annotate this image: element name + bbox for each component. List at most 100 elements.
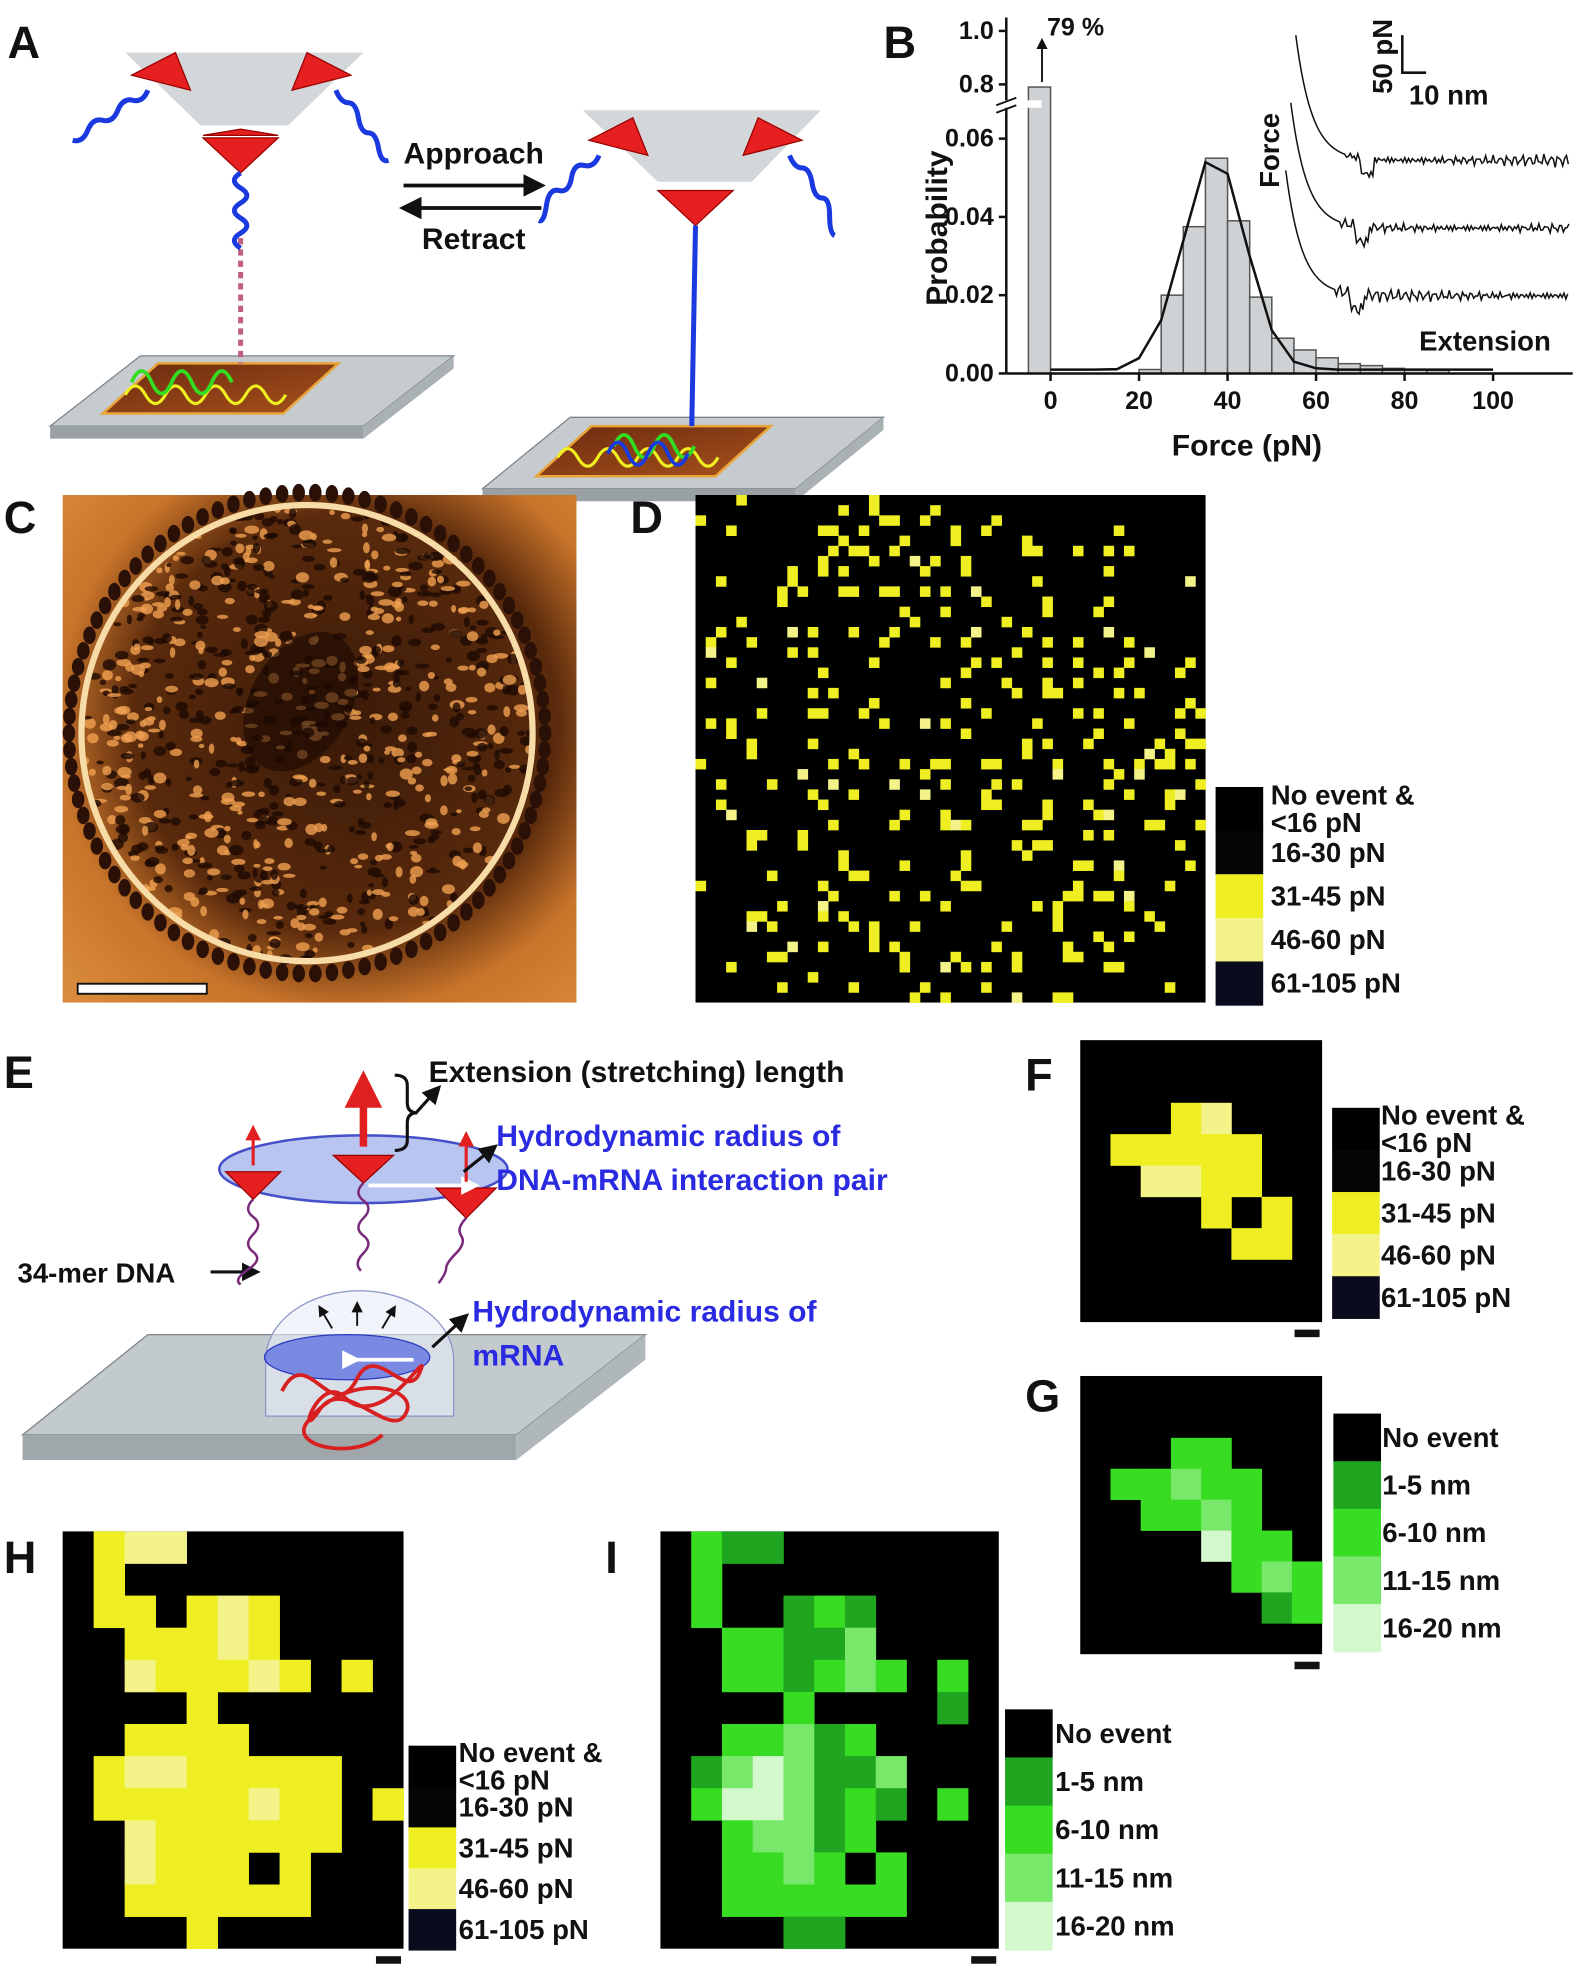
bar bbox=[1027, 86, 1052, 375]
afm-texture bbox=[302, 589, 310, 597]
rim-bump bbox=[374, 953, 387, 971]
legend-swatch bbox=[1332, 1276, 1380, 1319]
rim-bump bbox=[502, 596, 516, 615]
map-cell bbox=[217, 1659, 249, 1693]
map-cell bbox=[1123, 890, 1135, 902]
map-cell bbox=[155, 1820, 187, 1853]
arrow bbox=[431, 1313, 469, 1349]
afm-texture bbox=[290, 918, 300, 929]
afm-texture bbox=[397, 757, 406, 763]
mrna bbox=[123, 384, 288, 406]
afm-texture bbox=[451, 754, 462, 763]
scale-bar bbox=[76, 982, 208, 995]
map-cell bbox=[1103, 829, 1115, 841]
map-cell bbox=[875, 1756, 907, 1789]
afm-texture bbox=[190, 728, 203, 739]
rim-bump bbox=[433, 923, 447, 942]
afm-texture bbox=[88, 768, 96, 776]
afm-texture bbox=[198, 744, 205, 749]
rim-bump bbox=[389, 947, 403, 965]
afm-texture bbox=[493, 732, 505, 744]
afm-texture bbox=[479, 600, 489, 610]
afm-texture bbox=[374, 665, 390, 671]
map-cell bbox=[817, 708, 829, 719]
map-cell bbox=[1021, 850, 1033, 861]
arrow bbox=[318, 1305, 333, 1329]
map-cell bbox=[889, 779, 900, 790]
map-cell bbox=[1103, 626, 1115, 638]
afm-texture bbox=[290, 589, 304, 600]
rim-bump bbox=[538, 724, 552, 742]
afm-texture bbox=[286, 901, 296, 911]
afm-texture bbox=[461, 766, 477, 771]
afm-texture bbox=[378, 599, 394, 606]
afm-texture bbox=[235, 737, 242, 745]
afm-texture bbox=[323, 594, 333, 601]
afm-texture bbox=[317, 782, 326, 787]
map-cell bbox=[1011, 992, 1023, 1003]
map-cell bbox=[1144, 819, 1155, 831]
map-cell bbox=[752, 1531, 784, 1564]
map-cell bbox=[752, 1884, 784, 1917]
axis-break bbox=[995, 104, 1017, 114]
map-cell bbox=[310, 1820, 342, 1853]
rim-bump bbox=[196, 508, 209, 526]
map-cell bbox=[279, 1788, 311, 1821]
rim-bump bbox=[167, 524, 181, 543]
afm-texture bbox=[197, 660, 207, 670]
rim-bump bbox=[108, 865, 121, 884]
rim-bump bbox=[533, 674, 547, 692]
map-cell bbox=[777, 586, 788, 597]
afm-texture bbox=[142, 717, 155, 726]
legend-swatch bbox=[1005, 1709, 1053, 1759]
afm-texture bbox=[347, 941, 355, 948]
legend-label: 16-30 pN bbox=[1381, 1155, 1496, 1186]
cone bbox=[656, 189, 735, 227]
map-cell bbox=[783, 1627, 815, 1661]
map-cell bbox=[1093, 667, 1104, 679]
afm-texture bbox=[445, 682, 457, 692]
afm-texture bbox=[388, 916, 399, 922]
afm-texture bbox=[154, 845, 165, 851]
map-cell bbox=[844, 1820, 877, 1853]
afm-texture bbox=[125, 783, 132, 795]
rim-bump bbox=[405, 508, 418, 526]
map-cell bbox=[981, 961, 992, 973]
map-cell bbox=[1134, 758, 1145, 770]
x-tick-label: 40 bbox=[1214, 387, 1242, 415]
afm-texture bbox=[244, 557, 258, 564]
afm-texture bbox=[395, 616, 402, 622]
map-cell bbox=[766, 870, 778, 882]
afm-texture bbox=[366, 792, 372, 801]
afm-texture bbox=[141, 825, 149, 836]
afm-texture bbox=[126, 719, 136, 725]
hydro-mrna-label: mRNA bbox=[472, 1339, 564, 1372]
afm-texture bbox=[398, 734, 407, 742]
afm-texture bbox=[254, 588, 269, 595]
rim-bump bbox=[141, 545, 154, 564]
afm-texture bbox=[418, 680, 430, 692]
map-cell bbox=[1001, 921, 1013, 932]
map-cell bbox=[930, 758, 941, 770]
map-cell bbox=[919, 586, 931, 597]
map-cell bbox=[736, 495, 747, 506]
afm-texture bbox=[399, 706, 411, 711]
map-cell bbox=[695, 758, 707, 770]
axis-break-gap bbox=[991, 100, 1042, 108]
map-cell bbox=[1134, 769, 1145, 780]
map-cell bbox=[889, 941, 900, 953]
map-cell bbox=[844, 1659, 877, 1693]
afm-texture bbox=[502, 685, 510, 695]
rim-bump bbox=[342, 961, 355, 979]
scale-bar bbox=[1401, 35, 1427, 74]
map-cell bbox=[1185, 860, 1196, 871]
afm-texture bbox=[372, 908, 383, 920]
afm-texture bbox=[466, 750, 479, 757]
afm-texture bbox=[304, 838, 316, 847]
afm-texture bbox=[253, 863, 261, 868]
rim-bump bbox=[472, 557, 485, 575]
afm-texture bbox=[144, 707, 153, 712]
afm-texture bbox=[361, 531, 368, 538]
map-cell bbox=[1154, 738, 1166, 750]
afm-texture bbox=[414, 663, 430, 669]
